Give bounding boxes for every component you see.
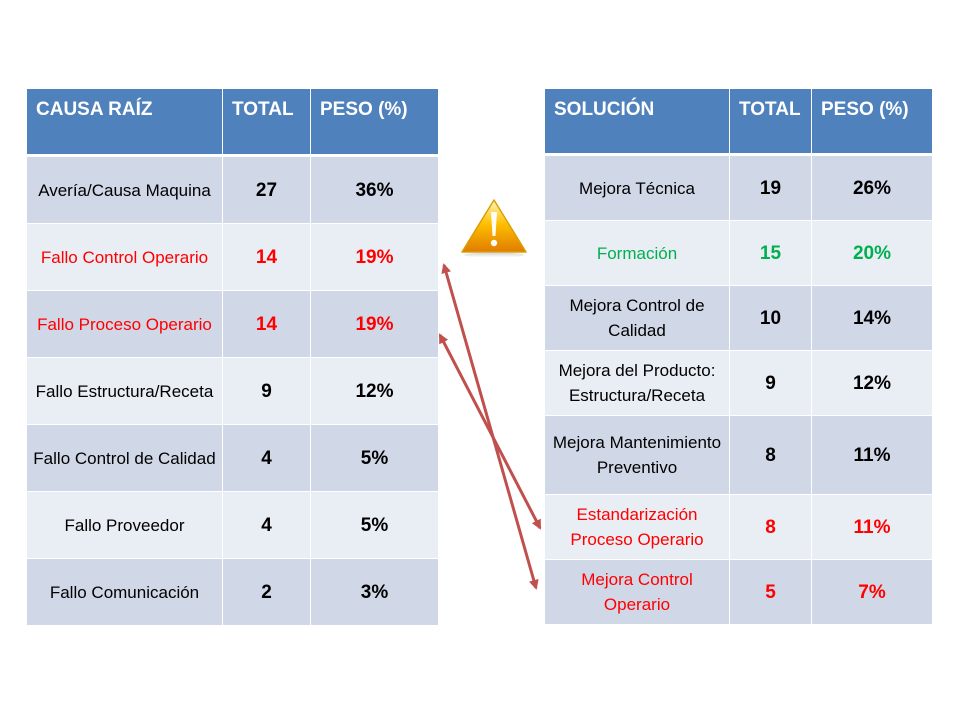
cause-peso: 5%	[310, 491, 439, 559]
solution-label: Mejora Técnica	[544, 154, 730, 221]
cause-label: Fallo Estructura/Receta	[26, 357, 223, 425]
solution-peso: 11%	[811, 494, 933, 560]
cause-peso: 19%	[310, 223, 439, 291]
header-solucion: SOLUCIÓN	[544, 88, 730, 156]
solution-total: 8	[729, 415, 812, 495]
cause-total: 2	[222, 558, 311, 626]
solution-total: 8	[729, 494, 812, 560]
solution-total: 5	[729, 559, 812, 625]
solution-peso: 20%	[811, 220, 933, 286]
solution-total: 10	[729, 285, 812, 351]
cause-label: Fallo Proceso Operario	[26, 290, 223, 358]
solution-label: Estandarización Proceso Operario	[544, 494, 730, 560]
solution-peso: 14%	[811, 285, 933, 351]
table-row: Formación 15 20%	[544, 220, 933, 286]
root-cause-table: CAUSA RAÍZ TOTAL PESO (%) Avería/Causa M…	[26, 88, 439, 626]
table-row: Fallo Proceso Operario 14 19%	[26, 290, 439, 358]
solution-total: 19	[729, 154, 812, 221]
table-row: Mejora del Producto: Estructura/Receta 9…	[544, 350, 933, 416]
cause-label: Fallo Comunicación	[26, 558, 223, 626]
cause-total: 4	[222, 424, 311, 492]
table-row: Fallo Proveedor 4 5%	[26, 491, 439, 559]
cause-peso: 3%	[310, 558, 439, 626]
solution-peso: 26%	[811, 154, 933, 221]
header-total: TOTAL	[222, 88, 311, 157]
table-row: Fallo Control Operario 14 19%	[26, 223, 439, 291]
cause-total: 4	[222, 491, 311, 559]
header-peso: PESO (%)	[310, 88, 439, 157]
cause-label: Avería/Causa Maquina	[26, 155, 223, 224]
solution-table: SOLUCIÓN TOTAL PESO (%) Mejora Técnica 1…	[544, 88, 933, 625]
table-row: Mejora Control de Calidad 10 14%	[544, 285, 933, 351]
header-peso: PESO (%)	[811, 88, 933, 156]
table-row: Fallo Comunicación 2 3%	[26, 558, 439, 626]
cause-label: Fallo Control de Calidad	[26, 424, 223, 492]
table-row: Mejora Técnica 19 26%	[544, 154, 933, 221]
cause-total: 14	[222, 290, 311, 358]
solution-label: Mejora del Producto: Estructura/Receta	[544, 350, 730, 416]
solution-label: Formación	[544, 220, 730, 286]
solution-label: Mejora Control de Calidad	[544, 285, 730, 351]
solution-peso: 11%	[811, 415, 933, 495]
table-header-row: CAUSA RAÍZ TOTAL PESO (%)	[26, 88, 439, 157]
table-header-row: SOLUCIÓN TOTAL PESO (%)	[544, 88, 933, 156]
solution-total: 15	[729, 220, 812, 286]
header-causa-raiz: CAUSA RAÍZ	[26, 88, 223, 157]
solution-peso: 12%	[811, 350, 933, 416]
table-row: Fallo Control de Calidad 4 5%	[26, 424, 439, 492]
cause-peso: 19%	[310, 290, 439, 358]
cause-label: Fallo Proveedor	[26, 491, 223, 559]
table-row: Avería/Causa Maquina 27 36%	[26, 155, 439, 224]
table-row: Mejora Control Operario 5 7%	[544, 559, 933, 625]
solution-label: Mejora Control Operario	[544, 559, 730, 625]
solution-total: 9	[729, 350, 812, 416]
cause-total: 14	[222, 223, 311, 291]
table-row: Mejora Mantenimiento Preventivo 8 11%	[544, 415, 933, 495]
warning-icon	[461, 199, 527, 258]
table-row: Fallo Estructura/Receta 9 12%	[26, 357, 439, 425]
cause-peso: 36%	[310, 155, 439, 224]
cause-peso: 5%	[310, 424, 439, 492]
cause-peso: 12%	[310, 357, 439, 425]
solution-peso: 7%	[811, 559, 933, 625]
solution-label: Mejora Mantenimiento Preventivo	[544, 415, 730, 495]
cause-total: 9	[222, 357, 311, 425]
table-row: Estandarización Proceso Operario 8 11%	[544, 494, 933, 560]
double-headed-arrow-icon	[438, 333, 542, 530]
double-headed-arrow-icon	[441, 263, 539, 590]
header-total: TOTAL	[729, 88, 812, 156]
cause-total: 27	[222, 155, 311, 224]
cause-label: Fallo Control Operario	[26, 223, 223, 291]
